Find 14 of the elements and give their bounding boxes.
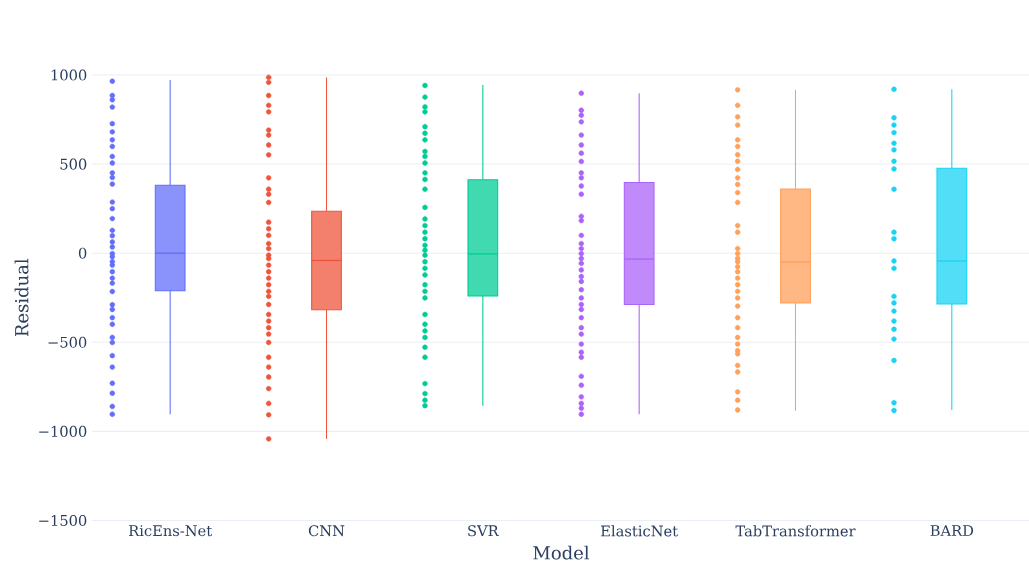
y-axis-title: Residual — [14, 258, 29, 337]
x-tick-label: CNN — [308, 525, 345, 537]
y-tick-label: 500 — [60, 158, 87, 170]
y-tick-label: 1000 — [51, 69, 87, 81]
y-tick-label: −500 — [48, 336, 87, 348]
x-axis-title: Model — [533, 545, 590, 560]
y-tick-label: −1000 — [39, 425, 87, 437]
x-tick-label: TabTransformer — [735, 525, 856, 537]
y-tick-label: 0 — [78, 247, 87, 259]
x-tick-label: SVR — [468, 525, 500, 537]
y-tick-label: −1500 — [39, 514, 87, 526]
x-tick-label: RicEns-Net — [128, 525, 213, 537]
x-tick-label: ElasticNet — [601, 525, 678, 537]
x-tick-label: BARD — [930, 525, 974, 536]
